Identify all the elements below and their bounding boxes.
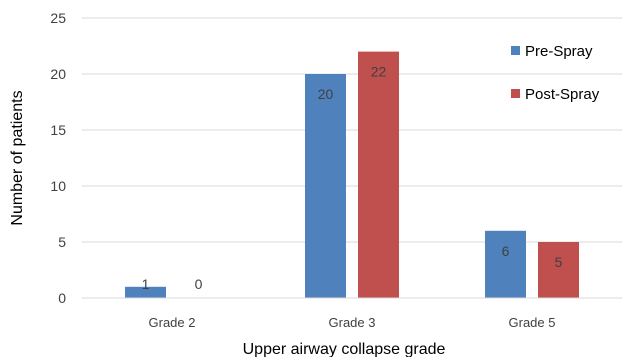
y-tick-0: 0 xyxy=(58,290,66,306)
bar-pre-spray-2 xyxy=(305,74,346,298)
y-tick-25: 25 xyxy=(50,10,66,26)
data-label-post-spray-2: 22 xyxy=(371,64,387,80)
data-label-pre-spray-1: 1 xyxy=(142,276,150,292)
bars xyxy=(125,51,579,298)
x-tick-grade-2: Grade 2 xyxy=(149,315,196,330)
y-tick-10: 10 xyxy=(50,178,66,194)
y-tick-5: 5 xyxy=(58,234,66,250)
bar-pre-spray-3 xyxy=(485,230,526,298)
legend: Pre-Spray Post-Spray xyxy=(511,43,600,103)
gridlines xyxy=(82,17,622,243)
x-axis-title: Upper airway collapse grade xyxy=(243,341,446,357)
data-labels: 1 0 20 22 6 5 xyxy=(142,64,563,292)
y-tick-20: 20 xyxy=(50,66,66,82)
legend-label-pre-spray: Pre-Spray xyxy=(525,43,593,60)
data-label-pre-spray-2: 20 xyxy=(318,86,334,102)
data-label-post-spray-1: 0 xyxy=(195,276,203,292)
x-axis-categories: Grade 2 Grade 3 Grade 5 xyxy=(149,315,556,330)
x-tick-grade-5: Grade 5 xyxy=(509,315,556,330)
bar-post-spray-2 xyxy=(358,51,399,298)
legend-swatch-post-spray xyxy=(511,89,520,98)
y-axis-ticks: 0 5 10 15 20 25 xyxy=(50,10,66,306)
data-label-pre-spray-3: 6 xyxy=(502,243,510,259)
bar-pre-spray-1 xyxy=(125,286,166,298)
x-tick-grade-3: Grade 3 xyxy=(329,315,376,330)
data-label-post-spray-3: 5 xyxy=(555,254,563,270)
legend-label-post-spray: Post-Spray xyxy=(525,86,600,103)
y-axis-title: Number of patients xyxy=(9,90,26,225)
y-tick-15: 15 xyxy=(50,122,66,138)
bar-post-spray-3 xyxy=(538,242,579,298)
legend-swatch-pre-spray xyxy=(511,46,520,55)
